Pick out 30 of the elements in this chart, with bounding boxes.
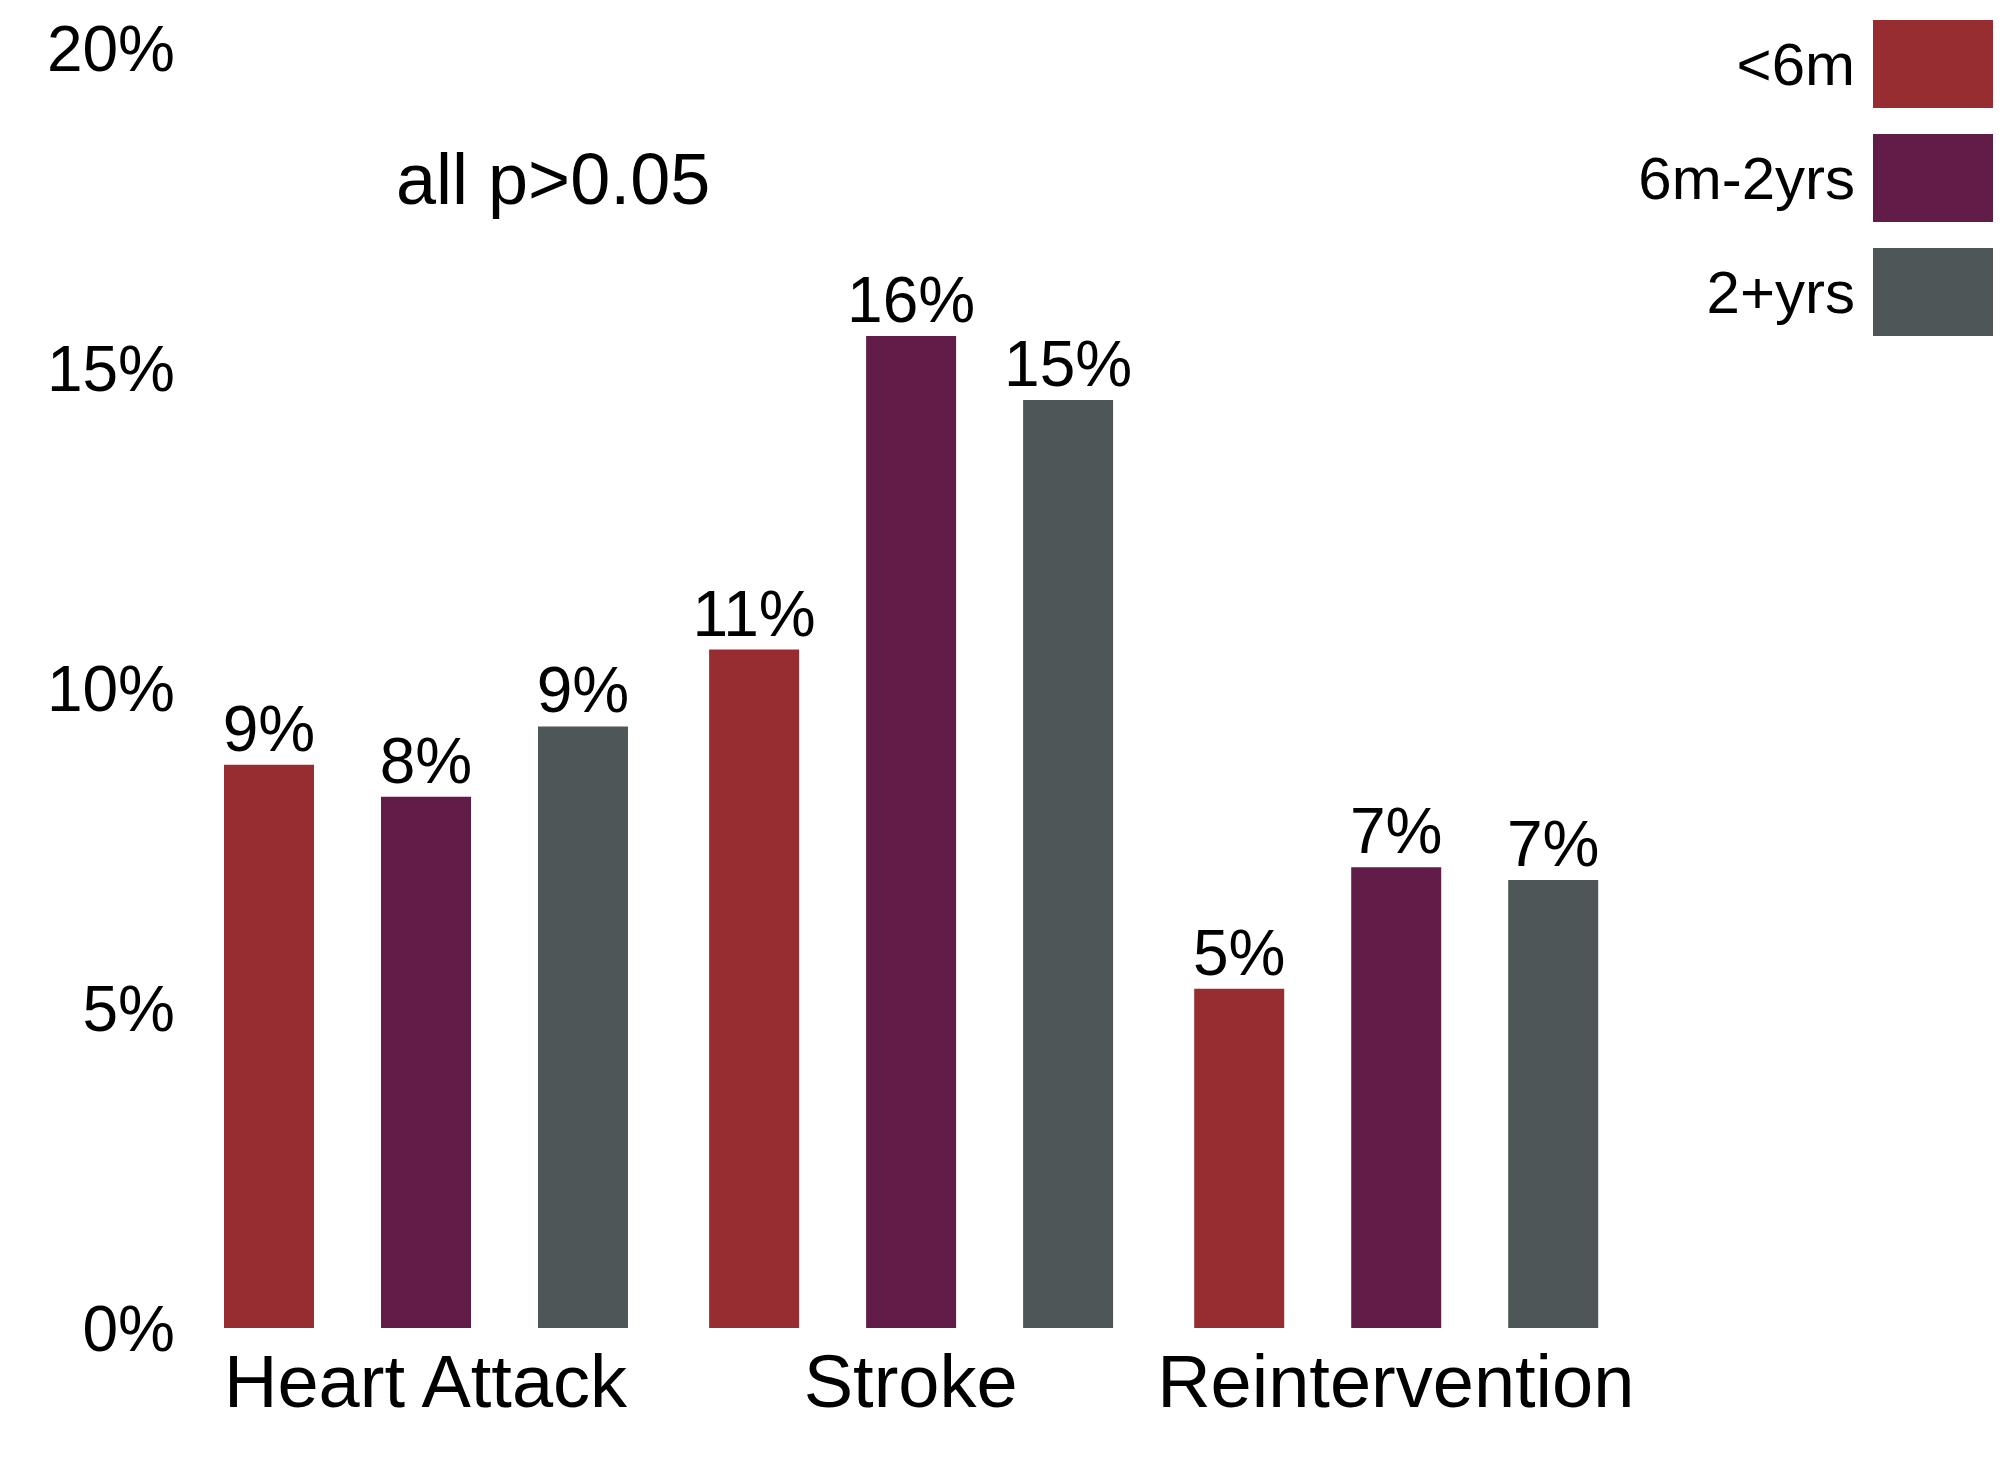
data-label: 7% — [1506, 808, 1600, 880]
data-label: 9% — [536, 654, 630, 727]
legend-label: 2+yrs — [1706, 257, 1855, 327]
bar — [1194, 988, 1285, 1328]
y-tick-label: 20% — [46, 12, 175, 85]
data-label: 7% — [1349, 795, 1443, 868]
x-tick-label: Stroke — [803, 1339, 1018, 1423]
data-label: 15% — [1004, 328, 1133, 400]
data-label: 16% — [847, 264, 976, 336]
bar — [1023, 400, 1114, 1328]
bar — [1351, 867, 1442, 1328]
y-tick-label: 10% — [46, 652, 175, 725]
y-tick-label: 15% — [46, 332, 175, 405]
bar — [224, 764, 314, 1328]
bar — [538, 726, 628, 1328]
bar — [1508, 880, 1599, 1328]
data-label: 11% — [692, 577, 816, 650]
bar — [381, 796, 471, 1328]
legend-label: <6m — [1736, 29, 1855, 99]
bar — [866, 336, 957, 1328]
data-label: 5% — [1192, 916, 1286, 989]
y-tick-label: 5% — [82, 972, 175, 1045]
x-tick-label: Heart Attack — [224, 1339, 629, 1423]
bar — [709, 649, 800, 1328]
data-label: 8% — [379, 724, 473, 797]
data-label: 9% — [222, 692, 316, 765]
legend-label: 6m-2yrs — [1638, 143, 1855, 213]
y-tick-label: 0% — [82, 1292, 175, 1365]
annotation: all p>0.05 — [396, 138, 711, 220]
x-tick-label: Reintervention — [1157, 1339, 1635, 1423]
